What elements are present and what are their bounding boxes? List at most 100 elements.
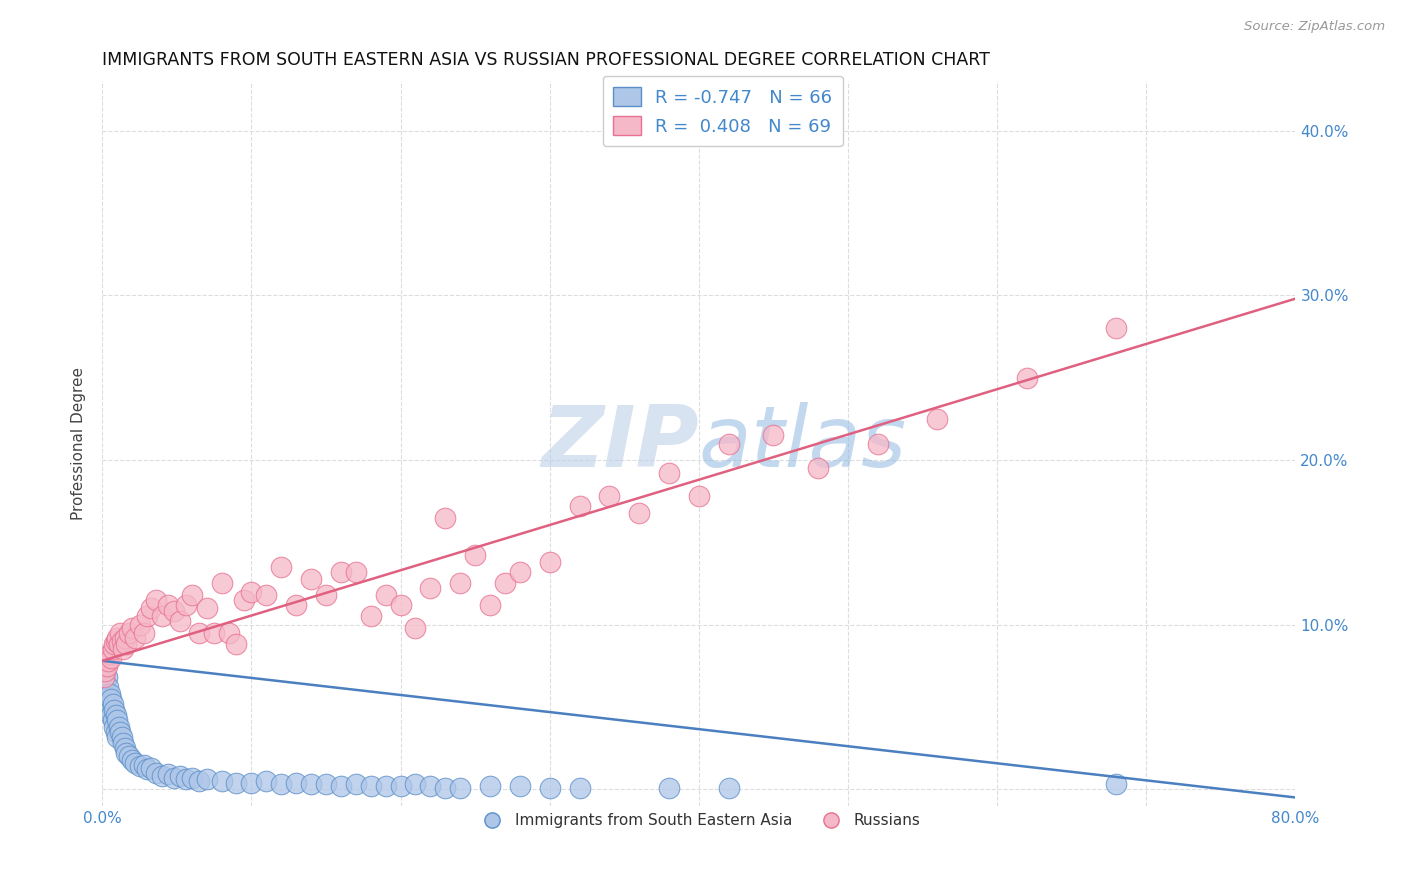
Point [107, 720, 129, 734]
Point [389, 779, 412, 793]
Point [538, 780, 561, 795]
Point [494, 576, 516, 591]
Point [315, 588, 337, 602]
Point [270, 777, 292, 791]
Point [1015, 370, 1038, 384]
Point [688, 489, 710, 503]
Point [156, 767, 179, 781]
Legend: Immigrants from South Eastern Asia, Russians: Immigrants from South Eastern Asia, Russ… [471, 807, 927, 834]
Point [866, 436, 889, 450]
Point [174, 598, 197, 612]
Point [112, 642, 135, 657]
Point [150, 609, 173, 624]
Point [419, 779, 441, 793]
Point [128, 617, 150, 632]
Point [104, 634, 127, 648]
Point [98, 703, 121, 717]
Point [101, 697, 124, 711]
Point [509, 779, 531, 793]
Point [254, 774, 277, 789]
Point [105, 631, 128, 645]
Point [103, 720, 125, 734]
Point [479, 598, 502, 612]
Point [240, 584, 263, 599]
Point [202, 625, 225, 640]
Point [232, 593, 254, 607]
Point [110, 730, 132, 744]
Point [225, 775, 247, 789]
Point [404, 777, 426, 791]
Text: atlas: atlas [699, 402, 907, 485]
Point [132, 757, 155, 772]
Point [509, 565, 531, 579]
Point [169, 769, 191, 783]
Point [188, 774, 211, 789]
Point [195, 772, 218, 787]
Point [568, 499, 591, 513]
Point [211, 774, 233, 789]
Point [374, 588, 396, 602]
Point [315, 777, 337, 791]
Point [101, 642, 124, 657]
Point [434, 780, 457, 795]
Point [96, 658, 118, 673]
Point [163, 604, 186, 618]
Point [107, 637, 129, 651]
Point [100, 691, 122, 706]
Point [180, 771, 202, 785]
Point [115, 637, 138, 651]
Point [807, 461, 830, 475]
Point [124, 756, 146, 770]
Point [717, 436, 740, 450]
Point [419, 582, 441, 596]
Text: Source: ZipAtlas.com: Source: ZipAtlas.com [1244, 20, 1385, 33]
Point [103, 637, 125, 651]
Point [98, 687, 121, 701]
Point [96, 687, 118, 701]
Point [94, 675, 117, 690]
Point [96, 670, 118, 684]
Point [105, 713, 128, 727]
Point [299, 777, 322, 791]
Point [93, 683, 115, 698]
Point [115, 746, 138, 760]
Point [105, 730, 128, 744]
Point [360, 779, 382, 793]
Point [124, 631, 146, 645]
Point [240, 775, 263, 789]
Point [188, 625, 211, 640]
Point [254, 588, 277, 602]
Point [568, 780, 591, 795]
Point [299, 572, 322, 586]
Point [598, 489, 620, 503]
Point [329, 779, 352, 793]
Text: ZIP: ZIP [541, 402, 699, 485]
Point [404, 621, 426, 635]
Point [93, 667, 115, 681]
Point [344, 777, 367, 791]
Point [344, 565, 367, 579]
Point [169, 615, 191, 629]
Point [103, 703, 125, 717]
Point [118, 625, 141, 640]
Point [108, 724, 131, 739]
Point [156, 598, 179, 612]
Point [114, 631, 136, 645]
Point [658, 780, 681, 795]
Point [195, 601, 218, 615]
Point [218, 625, 240, 640]
Point [434, 510, 457, 524]
Point [93, 670, 115, 684]
Y-axis label: Professional Degree: Professional Degree [72, 367, 86, 520]
Point [449, 780, 471, 795]
Point [98, 647, 121, 661]
Point [270, 560, 292, 574]
Point [628, 506, 651, 520]
Point [174, 772, 197, 787]
Point [136, 763, 159, 777]
Point [110, 634, 132, 648]
Point [100, 650, 122, 665]
Point [225, 637, 247, 651]
Point [141, 601, 163, 615]
Point [97, 697, 120, 711]
